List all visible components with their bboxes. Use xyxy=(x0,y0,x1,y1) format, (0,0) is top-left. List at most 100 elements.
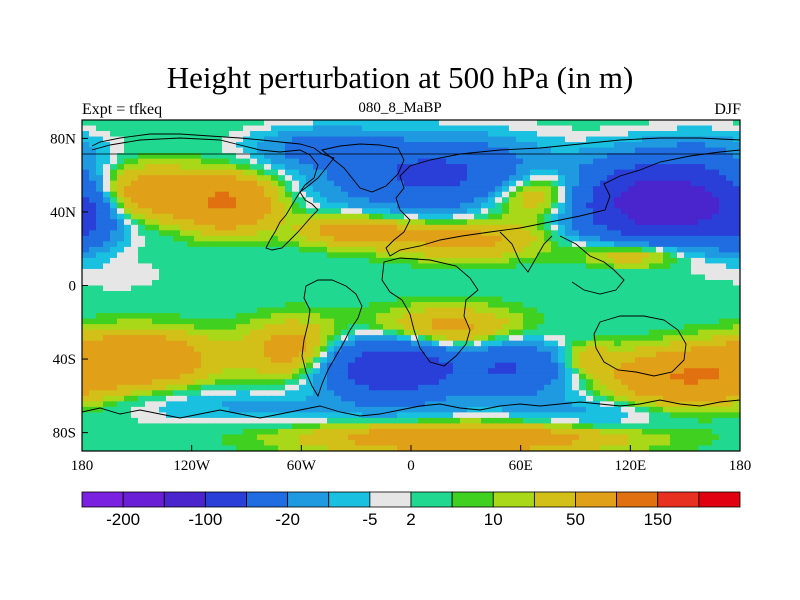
field-cell xyxy=(558,285,566,292)
field-cell xyxy=(537,373,545,380)
field-cell xyxy=(502,158,510,165)
field-cell xyxy=(110,175,118,182)
field-cell xyxy=(236,186,244,193)
field-cell xyxy=(586,401,594,408)
field-cell xyxy=(495,318,503,325)
field-cell xyxy=(341,191,349,198)
field-cell xyxy=(306,268,314,276)
field-cell xyxy=(411,153,419,160)
field-cell xyxy=(502,329,510,336)
field-cell xyxy=(117,125,125,132)
field-cell xyxy=(201,202,209,209)
field-cell xyxy=(495,164,503,171)
field-cell xyxy=(530,313,538,320)
field-cell xyxy=(628,219,636,226)
field-cell xyxy=(418,313,426,320)
field-cell xyxy=(292,335,300,342)
field-cell xyxy=(117,340,125,347)
field-cell xyxy=(110,274,118,281)
field-cell xyxy=(460,120,468,127)
field-cell xyxy=(187,197,195,204)
field-cell xyxy=(509,335,517,342)
field-cell xyxy=(572,285,580,292)
field-cell xyxy=(341,340,349,347)
field-cell xyxy=(138,329,146,336)
field-cell xyxy=(537,164,545,171)
field-cell xyxy=(628,268,636,276)
field-cell xyxy=(607,268,615,276)
field-cell xyxy=(642,401,650,408)
field-cell xyxy=(124,318,132,325)
field-cell xyxy=(89,313,97,320)
field-cell xyxy=(215,357,223,364)
field-cell xyxy=(397,197,405,204)
field-cell xyxy=(439,384,447,391)
field-cell xyxy=(243,235,251,242)
field-cell xyxy=(243,313,251,320)
field-cell xyxy=(572,230,580,237)
field-cell xyxy=(593,197,601,204)
field-cell xyxy=(257,268,265,276)
field-cell xyxy=(131,384,139,391)
field-cell xyxy=(278,125,286,132)
field-cell xyxy=(656,318,664,325)
field-cell xyxy=(691,362,699,369)
field-cell xyxy=(327,318,335,325)
field-cell xyxy=(726,373,734,380)
field-cell xyxy=(600,335,608,342)
field-cell xyxy=(180,252,188,259)
field-cell xyxy=(726,202,734,209)
field-cell xyxy=(103,335,111,342)
field-cell xyxy=(628,125,636,132)
field-cell xyxy=(404,213,412,220)
field-cell xyxy=(124,169,132,176)
field-cell xyxy=(691,191,699,198)
field-cell xyxy=(684,307,692,314)
field-cell xyxy=(614,164,622,171)
field-cell xyxy=(495,324,503,331)
field-cell xyxy=(593,164,601,171)
field-cell xyxy=(502,131,510,138)
field-cell xyxy=(320,235,328,242)
field-cell xyxy=(166,136,174,143)
field-cell xyxy=(698,191,706,198)
field-cell xyxy=(390,263,398,270)
field-cell xyxy=(201,357,209,364)
field-cell xyxy=(733,291,740,298)
field-cell xyxy=(474,164,482,171)
field-cell xyxy=(551,329,559,336)
field-cell xyxy=(579,257,587,265)
field-cell xyxy=(628,257,636,265)
field-cell xyxy=(145,340,153,347)
field-cell xyxy=(656,384,664,391)
field-cell xyxy=(404,202,412,209)
field-cell xyxy=(614,186,622,193)
field-cell xyxy=(565,252,573,259)
field-cell xyxy=(299,401,307,408)
field-cell xyxy=(614,324,622,331)
field-cell xyxy=(194,390,202,397)
field-cell xyxy=(551,147,559,154)
field-cell xyxy=(411,235,419,242)
field-cell xyxy=(96,335,104,342)
field-cell xyxy=(481,268,489,276)
field-cell xyxy=(397,219,405,226)
field-cell xyxy=(691,175,699,182)
field-cell xyxy=(110,180,118,187)
field-cell xyxy=(537,180,545,187)
field-cell xyxy=(481,357,489,364)
field-cell xyxy=(663,335,671,342)
field-cell xyxy=(551,268,559,276)
field-cell xyxy=(327,246,335,253)
field-cell xyxy=(425,136,433,143)
field-cell xyxy=(544,368,552,375)
field-cell xyxy=(712,241,720,248)
field-cell xyxy=(180,357,188,364)
field-cell xyxy=(341,131,349,138)
field-cell xyxy=(628,158,636,165)
field-cell xyxy=(530,296,538,303)
field-cell xyxy=(369,274,377,281)
field-cell xyxy=(663,263,671,270)
field-cell xyxy=(712,120,720,127)
field-cell xyxy=(523,142,531,149)
